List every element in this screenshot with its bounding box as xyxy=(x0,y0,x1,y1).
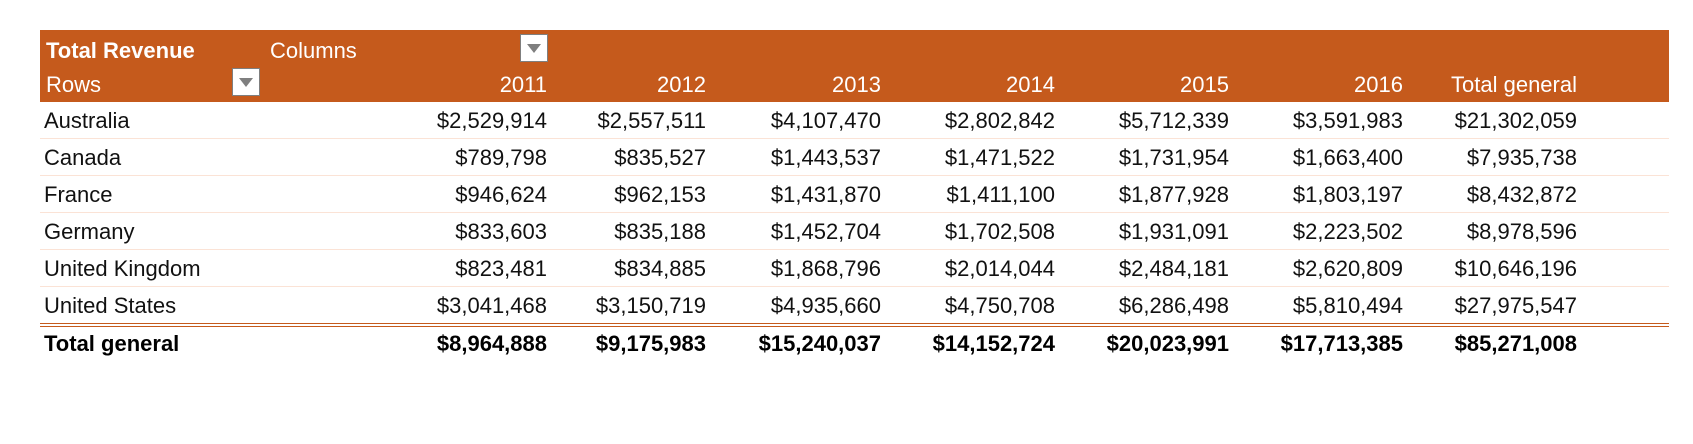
grand-total-label: Total general xyxy=(44,331,180,356)
rows-field-label: Rows xyxy=(46,72,102,97)
column-header: 2012 xyxy=(657,72,706,97)
rows-filter-button[interactable] xyxy=(232,68,260,96)
column-header: 2014 xyxy=(1006,72,1055,97)
dropdown-filter-icon xyxy=(527,44,541,53)
row-total-cell: $8,432,872 xyxy=(1466,182,1577,207)
dropdown-filter-icon xyxy=(239,78,253,87)
row-label: United States xyxy=(44,293,177,318)
value-cell: $823,481 xyxy=(455,256,547,281)
table-row[interactable]: France $946,624 $962,153 $1,431,870 $1,4… xyxy=(40,176,1669,213)
row-label: Australia xyxy=(44,108,130,133)
column-header: 2015 xyxy=(1180,72,1229,97)
value-cell: $2,529,914 xyxy=(436,108,547,133)
table-row[interactable]: United States $3,041,468 $3,150,719 $4,9… xyxy=(40,287,1669,323)
grand-total-cell: $20,023,991 xyxy=(1106,331,1229,356)
value-cell: $3,591,983 xyxy=(1292,108,1403,133)
grand-total-cell: $15,240,037 xyxy=(758,331,881,356)
row-label: Germany xyxy=(44,219,135,244)
value-cell: $1,431,870 xyxy=(770,182,881,207)
row-label: France xyxy=(44,182,113,207)
value-cell: $1,411,100 xyxy=(946,182,1055,207)
grand-total-row[interactable]: Total general $8,964,888 $9,175,983 $15,… xyxy=(40,323,1669,363)
pivot-table: Total Revenue Columns Rows 2011 2012 201… xyxy=(40,30,1669,363)
grand-total-cell: $9,175,983 xyxy=(595,331,706,356)
value-cell: $1,731,954 xyxy=(1118,145,1229,170)
row-total-cell: $7,935,738 xyxy=(1466,145,1577,170)
value-cell: $1,663,400 xyxy=(1292,145,1403,170)
columns-field-label: Columns xyxy=(270,38,357,63)
value-cell: $1,877,928 xyxy=(1118,182,1229,207)
value-cell: $1,452,704 xyxy=(770,219,881,244)
pivot-header: Total Revenue Columns Rows 2011 2012 201… xyxy=(40,30,1669,102)
row-label: Canada xyxy=(44,145,122,170)
value-cell: $946,624 xyxy=(455,182,547,207)
table-row[interactable]: Australia $2,529,914 $2,557,511 $4,107,4… xyxy=(40,102,1669,139)
value-cell: $6,286,498 xyxy=(1118,293,1229,318)
value-cell: $5,712,339 xyxy=(1118,108,1229,133)
value-cell: $1,471,522 xyxy=(944,145,1055,170)
column-header: 2016 xyxy=(1354,72,1403,97)
value-cell: $1,702,508 xyxy=(944,219,1055,244)
value-cell: $2,802,842 xyxy=(944,108,1055,133)
value-cell: $1,868,796 xyxy=(770,256,881,281)
row-total-cell: $10,646,196 xyxy=(1454,256,1577,281)
value-cell: $835,527 xyxy=(614,145,706,170)
value-cell: $4,107,470 xyxy=(770,108,881,133)
value-cell: $3,041,468 xyxy=(436,293,547,318)
value-cell: $789,798 xyxy=(455,145,547,170)
value-cell: $4,935,660 xyxy=(770,293,881,318)
value-cell: $835,188 xyxy=(614,219,706,244)
table-row[interactable]: United Kingdom $823,481 $834,885 $1,868,… xyxy=(40,250,1669,287)
value-cell: $1,803,197 xyxy=(1292,182,1403,207)
column-header-total: Total general xyxy=(1451,72,1577,97)
row-total-cell: $21,302,059 xyxy=(1454,108,1577,133)
row-total-cell: $27,975,547 xyxy=(1454,293,1577,318)
value-cell: $5,810,494 xyxy=(1292,293,1403,318)
row-label: United Kingdom xyxy=(44,256,201,281)
grand-total-overall-cell: $85,271,008 xyxy=(1454,331,1577,356)
table-row[interactable]: Canada $789,798 $835,527 $1,443,537 $1,4… xyxy=(40,139,1669,176)
columns-filter-button[interactable] xyxy=(520,34,548,62)
grand-total-cell: $17,713,385 xyxy=(1280,331,1403,356)
value-cell: $834,885 xyxy=(614,256,706,281)
value-cell: $2,484,181 xyxy=(1118,256,1229,281)
value-cell: $1,931,091 xyxy=(1118,219,1229,244)
table-row[interactable]: Germany $833,603 $835,188 $1,452,704 $1,… xyxy=(40,213,1669,250)
value-cell: $962,153 xyxy=(614,182,706,207)
row-total-cell: $8,978,596 xyxy=(1466,219,1577,244)
value-cell: $2,014,044 xyxy=(944,256,1055,281)
value-cell: $833,603 xyxy=(455,219,547,244)
column-header: 2011 xyxy=(499,72,547,97)
value-cell: $2,620,809 xyxy=(1292,256,1403,281)
value-cell: $1,443,537 xyxy=(770,145,881,170)
value-cell: $2,223,502 xyxy=(1292,219,1403,244)
column-header: 2013 xyxy=(832,72,881,97)
value-cell: $4,750,708 xyxy=(944,293,1055,318)
grand-total-cell: $14,152,724 xyxy=(932,331,1055,356)
value-cell: $3,150,719 xyxy=(595,293,706,318)
grand-total-cell: $8,964,888 xyxy=(436,331,547,356)
pivot-title: Total Revenue xyxy=(46,38,195,63)
value-cell: $2,557,511 xyxy=(597,108,706,133)
